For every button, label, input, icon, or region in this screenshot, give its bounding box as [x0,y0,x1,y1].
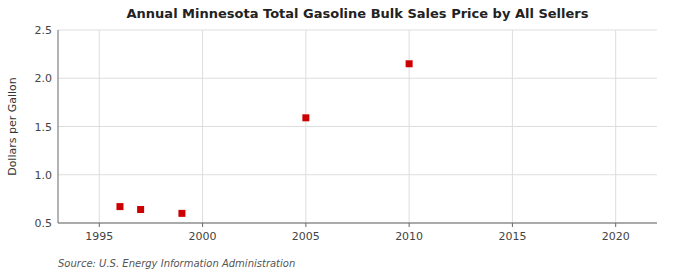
grid-line [409,30,410,223]
grid-line [58,223,657,224]
tick-label: 2005 [292,230,320,243]
y-axis-label: Dollars per Gallon [6,77,19,176]
tick-mark [305,223,306,227]
tick-mark [615,223,616,227]
tick-label: 1.5 [35,121,53,134]
grid [58,30,657,223]
grid-line [58,30,657,31]
grid-line [58,126,657,127]
grid-line [305,30,306,223]
tick-mark [409,223,410,227]
grid-line [202,30,203,223]
tick-mark [512,223,513,227]
grid-line [58,78,657,79]
tick-mark [202,223,203,227]
points [116,60,412,217]
point [178,210,185,217]
tick-label: 1995 [85,230,113,243]
annotation: Source: U.S. Energy Information Administ… [58,258,295,269]
tick-label: 2020 [602,230,630,243]
axes: 0.5 1.0 1.5 2.0 2.5 1995 2000 2005 2010 2015 2020 [35,24,658,243]
tick-label: 2.5 [35,24,53,37]
tick-label: 0.5 [35,217,53,230]
point [116,203,123,210]
y-axis-line [58,30,59,223]
point [406,60,413,67]
tick-label: 2015 [498,230,526,243]
title: Annual Minnesota Total Gasoline Bulk Sal… [127,6,589,21]
tick-label: 2000 [189,230,217,243]
point [137,206,144,213]
tick-mark [99,223,100,227]
tick-label: 2.0 [35,72,53,85]
tick-label: 1.0 [35,169,53,182]
grid-line [615,30,616,223]
chart: Annual Minnesota Total Gasoline Bulk Sal… [0,0,675,275]
grid-line [99,30,100,223]
grid-line [512,30,513,223]
x-axis-line [58,223,657,224]
point [302,114,309,121]
grid-line [58,174,657,175]
tick-label: 2010 [395,230,423,243]
